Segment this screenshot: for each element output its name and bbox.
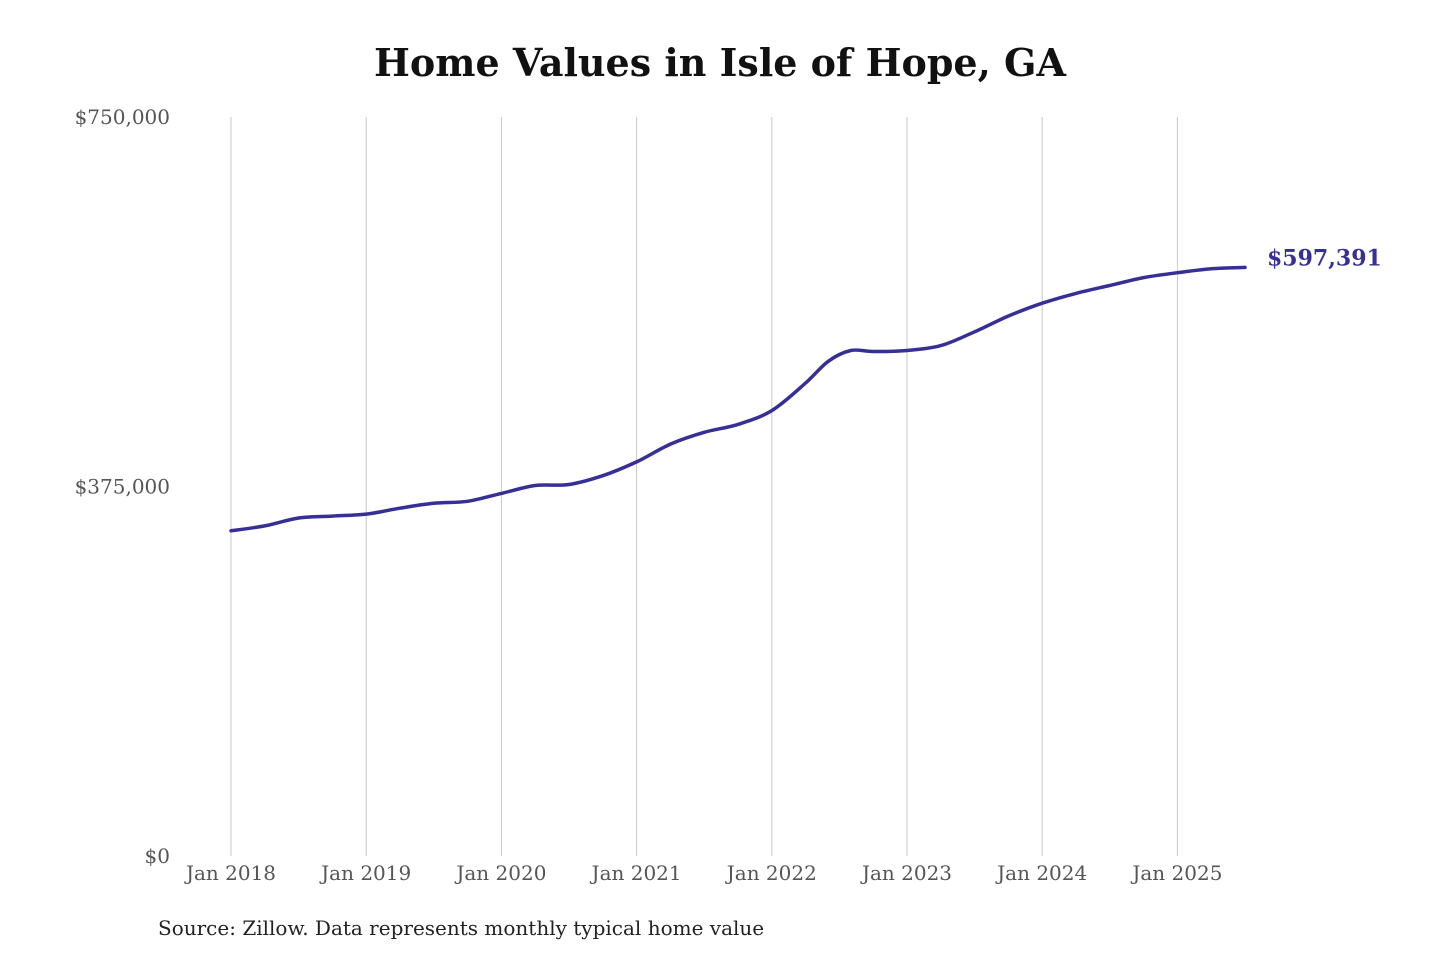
x-axis-ticks: Jan 2018 Jan 2019 Jan 2020 Jan 2021 Jan 2022… [184, 861, 1222, 885]
x-tick-label: Jan 2025 [1130, 861, 1222, 885]
y-tick-label: $375,000 [75, 475, 170, 499]
x-tick-label: Jan 2021 [590, 861, 682, 885]
x-tick-label: Jan 2023 [860, 861, 952, 885]
end-value-label: $597,391 [1267, 245, 1382, 271]
series-layer: $597,391 [229, 245, 1382, 533]
x-tick-label: Jan 2022 [725, 861, 817, 885]
home-value-line [229, 265, 1247, 533]
y-tick-label: $750,000 [75, 105, 170, 129]
grid-lines [230, 117, 1178, 856]
x-tick-label: Jan 2018 [184, 861, 276, 885]
source-note: Source: Zillow. Data represents monthly … [158, 916, 765, 940]
x-tick-label: Jan 2024 [995, 861, 1087, 885]
x-tick-label: Jan 2020 [454, 861, 546, 885]
y-axis-ticks: $0 $375,000 $750,000 [75, 105, 170, 868]
x-tick-label: Jan 2019 [319, 861, 411, 885]
chart-title: Home Values in Isle of Hope, GA [374, 40, 1066, 85]
y-tick-label: $0 [145, 844, 170, 868]
